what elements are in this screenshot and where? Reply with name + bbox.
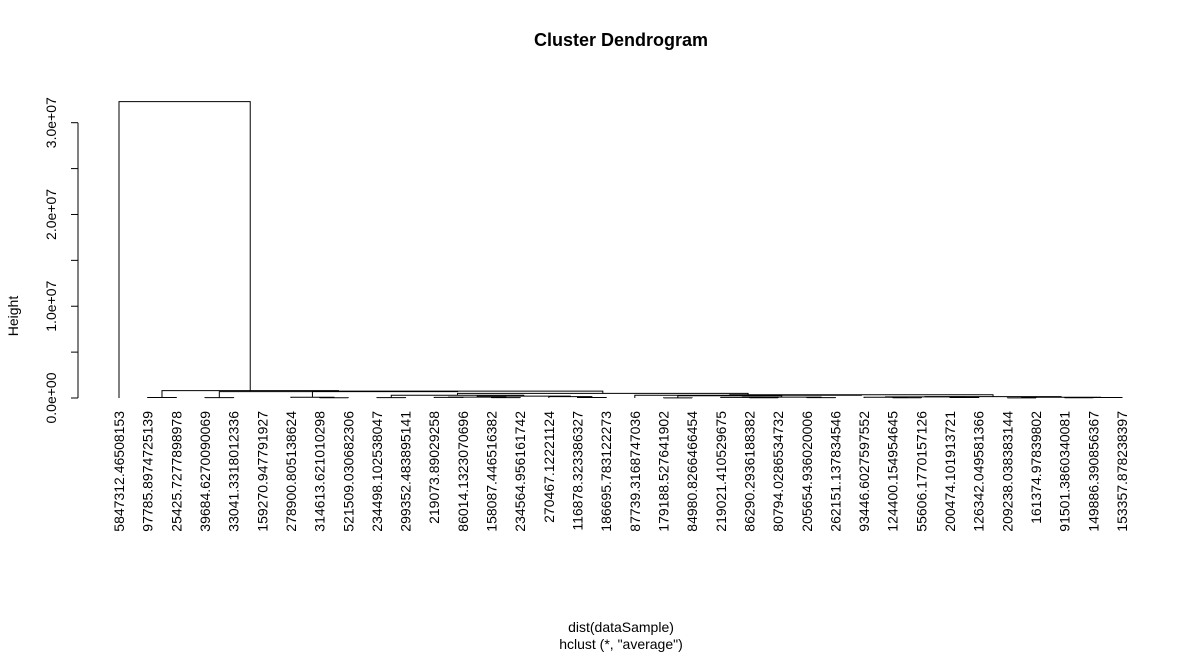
dendrogram-link: [147, 396, 177, 398]
leaf-label: 39684.6270090069: [197, 411, 213, 532]
leaf-labels: 5847312.46508153 97785.8974725139 25425.72…: [111, 411, 1130, 532]
leaf-label: 209238.038383144: [999, 411, 1015, 532]
leaf-label: 126342.049581366: [971, 411, 987, 532]
dendrogram-link: [290, 396, 335, 398]
leaf-label: 124400.154954645: [885, 411, 901, 532]
leaf-label: 116878.323386327: [570, 411, 586, 531]
method-subtitle: hclust (*, "average"): [559, 636, 683, 652]
leaf-label: 314613.621010298: [312, 411, 328, 532]
leaf-label: 91501.3860340081: [1057, 411, 1073, 532]
dendrogram-link: [448, 396, 507, 398]
leaf-label: 80794.0286534732: [770, 411, 786, 532]
leaf-label: 161374.97839802: [1028, 411, 1044, 524]
dendrogram-link: [863, 396, 908, 398]
y-tick-label: 0.0e+00: [43, 372, 59, 423]
leaf-label: 200474.101913721: [942, 411, 958, 532]
leaf-label: 5847312.46508153: [111, 411, 127, 532]
leaf-label: 149886.390856367: [1085, 411, 1101, 532]
dendrogram-link: [161, 390, 339, 398]
y-axis-label: Height: [5, 296, 21, 337]
leaf-label: 86290.2936188382: [741, 411, 757, 532]
leaf-label: 25425.7277898978: [168, 411, 184, 532]
leaf-label: 234564.956161742: [512, 411, 528, 532]
leaf-label: 299352.483895141: [398, 411, 414, 532]
dendrogram-link: [118, 101, 251, 398]
leaf-label: 86014.1323070696: [455, 411, 471, 532]
leaf-label: 270467.12221124: [541, 411, 557, 523]
leaf-label: 87739.3168747036: [627, 411, 643, 532]
leaf-label: 234498.102538047: [369, 411, 385, 532]
dendrogram-link: [577, 396, 607, 398]
leaf-label: 97785.8974725139: [140, 411, 156, 532]
y-axis: 0.0e+00 1.0e+07 2.0e+07 3.0e+07: [43, 97, 79, 424]
y-tick-label: 1.0e+07: [43, 281, 59, 332]
dendrogram-link: [218, 391, 459, 398]
dendrogram-link: [741, 396, 822, 398]
leaf-label: 278900.805138624: [283, 411, 299, 532]
leaf-label: 186695.783122273: [598, 411, 614, 532]
dendrogram-link: [1021, 396, 1102, 398]
leaf-label: 159270.947791927: [254, 411, 270, 532]
leaf-label: 262151.137834546: [827, 411, 843, 532]
dendrogram-link: [457, 392, 749, 396]
leaf-label: 158087.446516382: [484, 411, 500, 532]
leaf-label: 93446.6027597552: [856, 411, 872, 532]
leaf-label: 219073.89029258: [426, 411, 442, 524]
leaf-label: 55606.1770157126: [913, 411, 929, 532]
leaf-label: 33041.3318012336: [226, 411, 242, 532]
y-tick-label: 2.0e+07: [43, 189, 59, 240]
leaf-label: 84980.8266466454: [684, 411, 700, 532]
y-tick-label: 3.0e+07: [43, 97, 59, 148]
x-axis-label: dist(dataSample): [568, 619, 674, 635]
leaf-label: 153357.878238397: [1114, 411, 1130, 532]
dendrogram-link: [476, 395, 571, 398]
leaf-label: 205654.936020006: [799, 411, 815, 532]
chart-title: Cluster Dendrogram: [534, 30, 708, 50]
dendrogram-link: [924, 396, 1062, 398]
leaf-label: 521509.030682306: [340, 411, 356, 532]
leaf-label: 219021.410529675: [713, 411, 729, 532]
dendrogram-tree: [118, 101, 1123, 399]
leaf-label: 179188.527641902: [655, 411, 671, 532]
